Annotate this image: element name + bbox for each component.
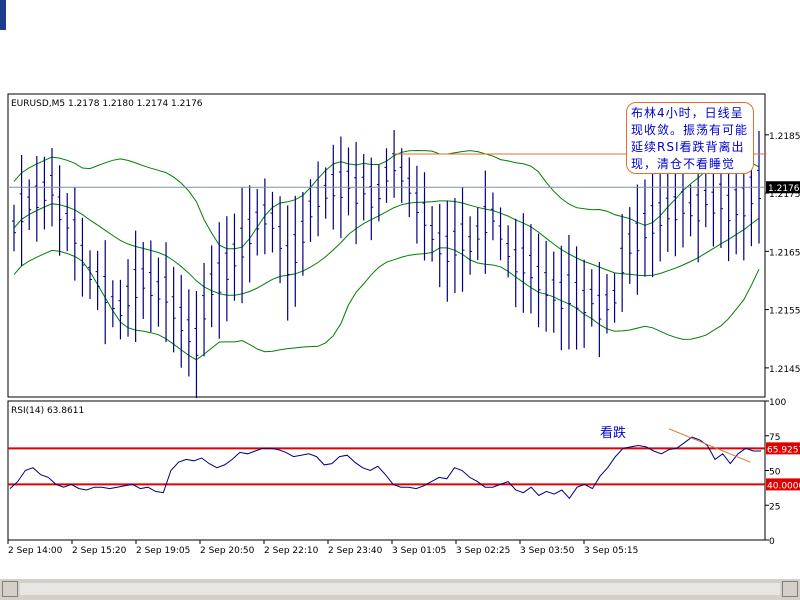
rsi-level-label-bg [766,478,800,491]
scroll-left-button[interactable] [2,581,18,597]
window-top-area [0,0,800,90]
rsi-level-label: 65.9257 [767,445,800,455]
rsi-header: RSI(14) 63.8611 [11,406,84,416]
annotation-note: 布林4小时，日线呈现收敛。振荡有可能延续RSI看跌背离出现，清仓不看睡觉 [626,102,754,174]
symbol-header: EURUSD,M5 1.2178 1.2180 1.2174 1.2176 [11,99,203,109]
price-y-tick-label: 1.2185 [769,132,800,142]
rsi-annotation-label: 看跌 [600,425,626,441]
horizontal-scrollbar[interactable] [0,578,800,600]
scroll-track[interactable] [20,583,780,595]
x-tick-label: 3 Sep 01:05 [392,546,446,556]
rsi-panel-frame [7,400,766,541]
current-price-label-bg [766,181,800,194]
x-tick-label: 2 Sep 22:10 [264,546,319,556]
x-axis: 2 Sep 14:00 2 Sep 15:20 2 Sep 19:05 2 Sep 2… [7,540,638,556]
rsi-level-label-bg [766,442,800,455]
x-tick-label: 3 Sep 03:50 [520,546,575,556]
annotation-text: 布林4小时，日线呈现收敛。振荡有可能延续RSI看跌背离出现，清仓不看睡觉 [631,106,749,171]
x-tick-label: 2 Sep 23:40 [328,546,383,556]
scroll-right-button[interactable] [782,581,798,597]
x-tick-label: 2 Sep 20:50 [200,546,255,556]
price-y-tick-label: 1.2165 [769,248,800,258]
rsi-level-label: 40.0000 [767,481,800,491]
x-tick-label: 2 Sep 19:05 [136,546,190,556]
rsi-line [9,436,761,500]
x-tick-label: 3 Sep 02:25 [456,546,510,556]
rsi-y-tick-label: 50 [769,468,781,478]
price-y-tick-label: 1.2145 [769,365,800,375]
current-price-label: 1.2176 [768,184,800,194]
rsi-divergence-line [668,428,751,463]
rsi-y-tick-label: 25 [769,502,780,512]
rsi-y-tick-label: 100 [769,398,786,408]
rsi-y-tick-label: 75 [769,433,780,443]
price-y-tick-label: 1.2175 [769,190,800,200]
rsi-panel: 100 75 50 25 0 65.9257 40.0000 RSI(14) 63.8611 看… [7,398,800,547]
x-tick-label: 2 Sep 15:20 [72,546,127,556]
window-left-accent [0,0,6,30]
bollinger-lower-band [13,247,760,361]
x-tick-label: 3 Sep 05:15 [584,546,638,556]
bollinger-middle-band [13,200,760,296]
price-y-tick-label: 1.2155 [769,307,800,317]
rsi-y-tick-label: 0 [769,537,775,547]
x-tick-label: 2 Sep 14:00 [8,546,63,556]
